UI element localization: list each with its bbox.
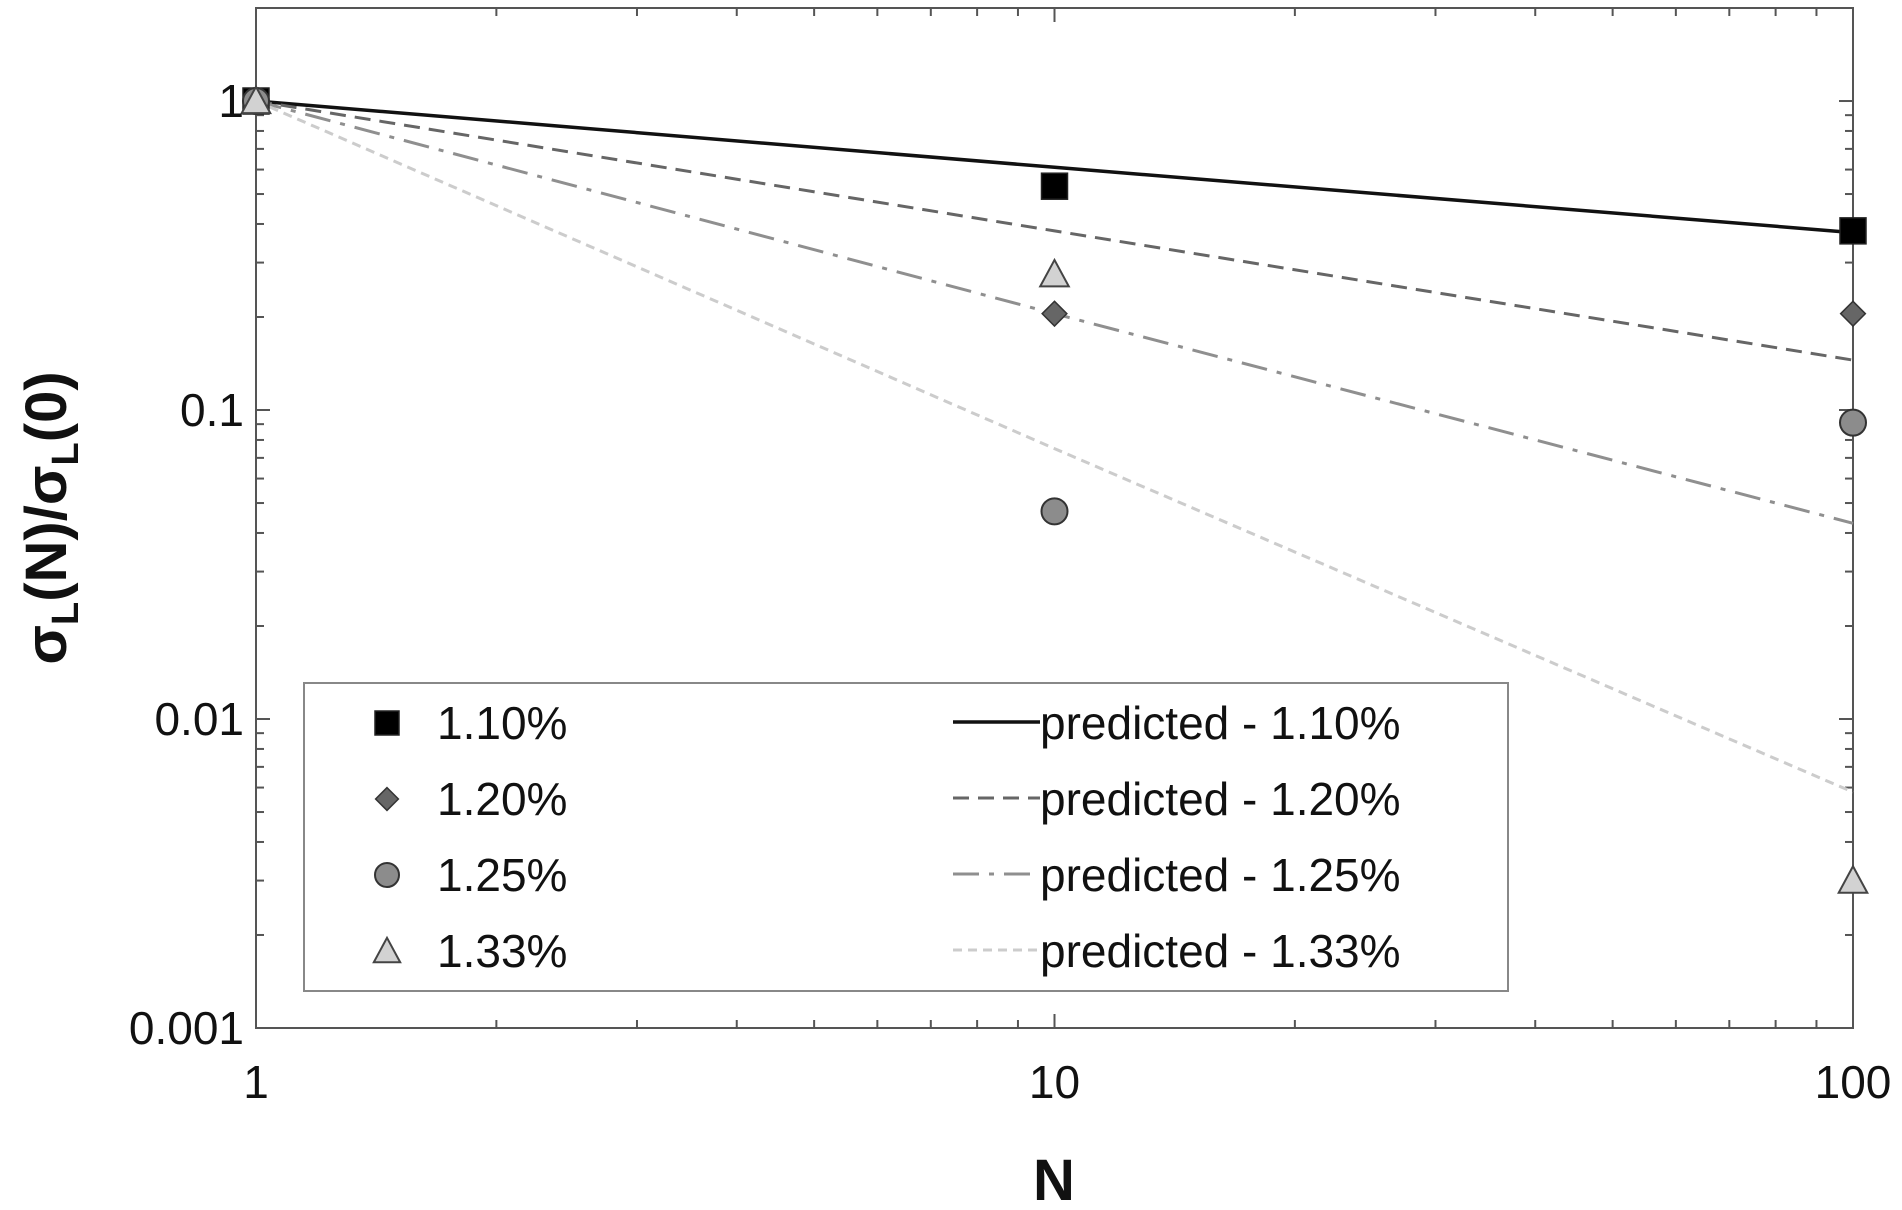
y-axis-sigma-2: σ — [14, 465, 79, 505]
legend-label-1-10: 1.10% — [437, 697, 567, 749]
point-1-25-2 — [1839, 408, 1867, 437]
point-1-25-1 — [1040, 497, 1069, 526]
y-axis-subscript-1: L — [45, 602, 87, 625]
point-1-10-2 — [1839, 217, 1867, 245]
legend-marker-1-33 — [372, 935, 402, 964]
y-axis-mid: (N)/ — [14, 505, 79, 602]
series-1-33 — [240, 84, 1869, 894]
legend-label-1-20: 1.20% — [437, 773, 567, 825]
x-tick-label: 1 — [243, 1056, 269, 1108]
line-predicted-1-10 — [255, 99, 1854, 235]
tick-labels: 1 10 100 1 0.1 0.01 0.001 — [129, 75, 1892, 1108]
point-1-33-1 — [1038, 257, 1071, 288]
x-tick-label: 100 — [1815, 1056, 1892, 1108]
legend-label-predicted-1-33: predicted - 1.33% — [1040, 925, 1401, 977]
point-1-20-1 — [1041, 300, 1068, 328]
series-points — [240, 84, 1869, 894]
point-1-10-1 — [1040, 172, 1069, 200]
legend-box — [303, 682, 1509, 992]
legend-label-predicted-1-10: predicted - 1.10% — [1040, 697, 1401, 749]
legend-label-1-33: 1.33% — [437, 925, 567, 977]
y-tick-label: 0.001 — [129, 1002, 244, 1054]
legend-label-predicted-1-25: predicted - 1.25% — [1040, 849, 1401, 901]
legend: 1.10% 1.20% 1.25% 1.33% predicted - 1.10% pre… — [303, 682, 1509, 992]
legend-marker-1-25 — [374, 862, 400, 888]
y-axis-end: (0) — [14, 371, 79, 442]
y-tick-label: 0.01 — [154, 693, 244, 745]
legend-label-predicted-1-20: predicted - 1.20% — [1040, 773, 1401, 825]
point-1-33-0 — [240, 84, 272, 115]
legend-marker-1-10 — [374, 710, 400, 736]
x-axis-title: N — [1033, 1148, 1075, 1210]
point-1-20-2 — [1839, 300, 1867, 328]
y-axis-subscript-2: L — [45, 442, 87, 465]
x-tick-label: 10 — [1029, 1056, 1080, 1108]
point-1-33-2 — [1837, 864, 1869, 894]
y-axis-title: σL(N)/σL(0) — [14, 371, 87, 664]
line-predicted-1-20 — [255, 99, 1854, 362]
legend-marker-1-20 — [374, 786, 400, 812]
y-axis-sigma-1: σ — [14, 625, 79, 665]
y-tick-label: 1 — [218, 75, 244, 127]
y-tick-label: 0.1 — [180, 384, 244, 436]
line-predicted-1-33 — [255, 99, 1854, 794]
legend-label-1-25: 1.25% — [437, 849, 567, 901]
